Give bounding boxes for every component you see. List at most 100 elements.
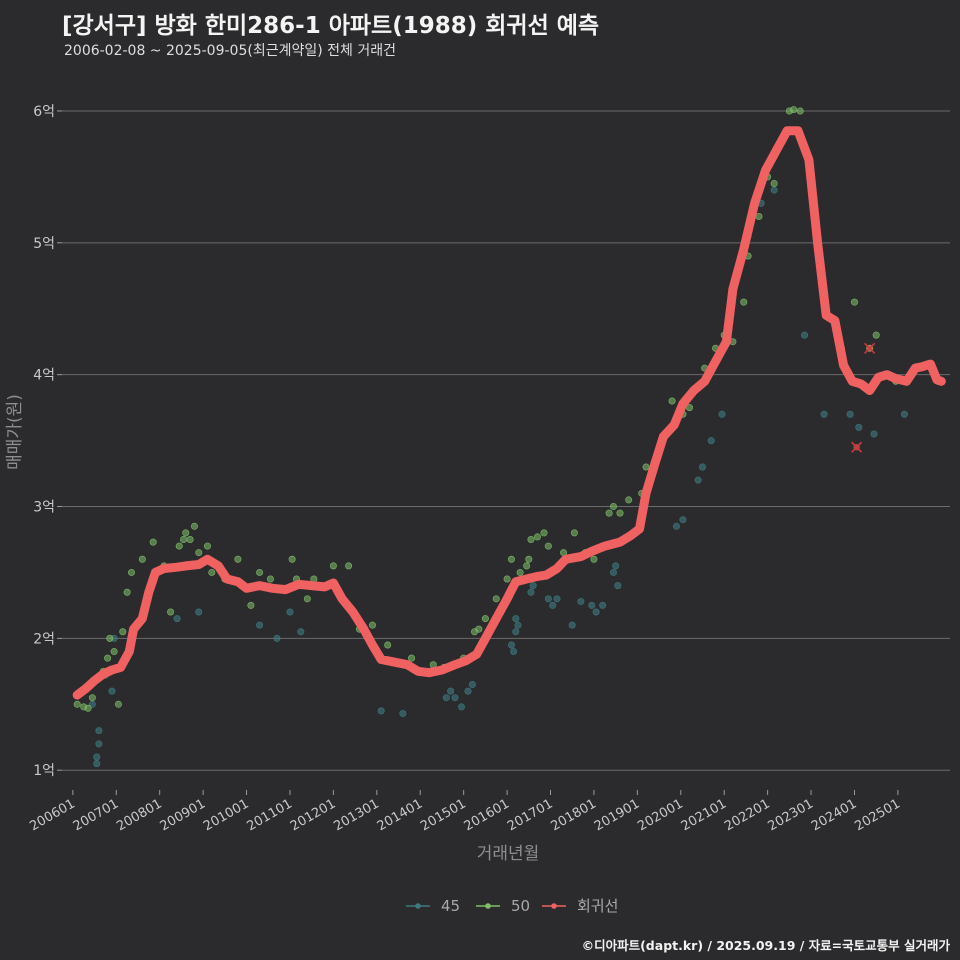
series-45-point-38 [612,562,620,570]
ytick-label-3: 4억 [33,368,55,384]
series-50-point-48 [507,555,515,563]
series-45-point-37 [609,568,617,576]
xtick-label-17: 202301 [766,796,816,834]
series-45-point-40 [672,522,680,530]
xtick-label-2: 200801 [114,796,164,834]
legend: 45 50 회귀선 [406,897,618,915]
series-50-point-22 [195,549,203,557]
series-50-point-47 [503,575,511,583]
series-45-point-20 [464,687,472,695]
series-45-point-31 [553,595,561,603]
legend-label-45: 45 [441,897,460,915]
series-45-point-44 [707,437,715,445]
series-50-point-59 [590,555,598,563]
y-axis-ticks: 1억 2억 3억 4억 5억 6억 [33,104,62,779]
series-50-point-80 [790,106,798,114]
series-50-point-26 [234,555,242,563]
series-50-point-49 [516,568,524,576]
series-45-point-6 [108,687,116,695]
series-45-point-29 [544,595,552,603]
series-50-point-12 [127,568,135,576]
series-50-point-65 [642,463,650,471]
xtick-label-3: 200901 [158,796,208,834]
xtick-label-16: 202201 [722,796,772,834]
excluded-point-1 [864,342,876,354]
xtick-label-9: 201501 [418,796,468,834]
series-50-point-7 [106,634,114,642]
series-45-point-41 [679,516,687,524]
excluded-points [851,342,876,453]
series-50-point-6 [104,654,112,662]
series-45-point-22 [507,641,515,649]
legend-item-trend[interactable]: 회귀선 [542,897,618,915]
series-45-point-43 [698,463,706,471]
xtick-label-14: 202001 [635,796,685,834]
series-45-point-28 [529,582,537,590]
series-45-point-50 [820,410,828,418]
series-50-point-10 [119,628,127,636]
series-50-point-17 [175,542,183,550]
series-45-point-3 [95,727,103,735]
series-45-point-13 [297,628,305,636]
xtick-label-13: 201901 [592,796,642,834]
xtick-label-10: 201601 [462,796,512,834]
series-45-point-35 [592,608,600,616]
series-50-point-46 [492,595,500,603]
series-45-point-36 [599,601,607,609]
xtick-label-15: 202101 [679,796,729,834]
trend-line-layer [72,126,946,700]
series-50-point-14 [149,538,157,546]
series-45-point-24 [512,628,520,636]
series-45-point-23 [510,648,518,656]
series-50-point-30 [288,555,296,563]
series-50-point-54 [540,529,548,537]
series-45-point-10 [256,621,264,629]
series-50-point-2 [84,704,92,712]
series-50-point-37 [368,621,376,629]
series-50-point-57 [570,529,578,537]
series-50-point-85 [872,331,880,339]
legend-swatch-45-dot [415,903,421,909]
series-50-point-76 [755,212,763,220]
series-45-point-26 [514,621,522,629]
xtick-label-8: 201401 [375,796,425,834]
series-50-point-27 [247,601,255,609]
series-50-point-13 [138,555,146,563]
series-50-point-53 [533,533,541,541]
series-50-point-52 [527,535,535,543]
series-45-point-11 [273,634,281,642]
series-50-point-35 [345,562,353,570]
ytick-label-2: 3억 [33,500,55,516]
legend-item-50[interactable]: 50 [476,897,530,915]
series-50-point-39 [408,654,416,662]
series-50-point-45 [481,615,489,623]
series-45-point-33 [577,597,585,605]
xtick-label-6: 201201 [288,796,338,834]
series-45-point-48 [770,186,778,194]
series-50-point-78 [770,179,778,187]
series-50-points [73,106,900,712]
series-50-point-34 [329,562,337,570]
xtick-label-0: 200601 [27,796,77,834]
series-45-point-2 [95,740,103,748]
series-50-point-38 [384,641,392,649]
ytick-label-5: 6억 [33,104,55,120]
series-50-point-63 [625,496,633,504]
x-axis-ticks: 2006012007012008012009012010012011012012… [27,790,903,834]
xtick-label-12: 201801 [548,796,598,834]
xtick-label-11: 201701 [505,796,555,834]
series-50-point-16 [167,608,175,616]
x-axis-title: 거래년월 [477,844,540,864]
series-50-point-0 [73,700,81,708]
legend-swatch-trend-dot [551,903,557,909]
series-50-point-28 [256,568,264,576]
series-50-point-66 [668,397,676,405]
series-50-point-20 [186,535,194,543]
legend-label-50: 50 [511,897,530,915]
series-45-point-25 [512,615,520,623]
source-caption: ©디아파트(dapt.kr) / 2025.09.19 / 자료=국토교통부 실… [581,938,950,953]
series-50-point-51 [525,555,533,563]
legend-item-45[interactable]: 45 [406,897,460,915]
series-45-point-51 [846,410,854,418]
xtick-label-5: 201101 [244,796,294,834]
